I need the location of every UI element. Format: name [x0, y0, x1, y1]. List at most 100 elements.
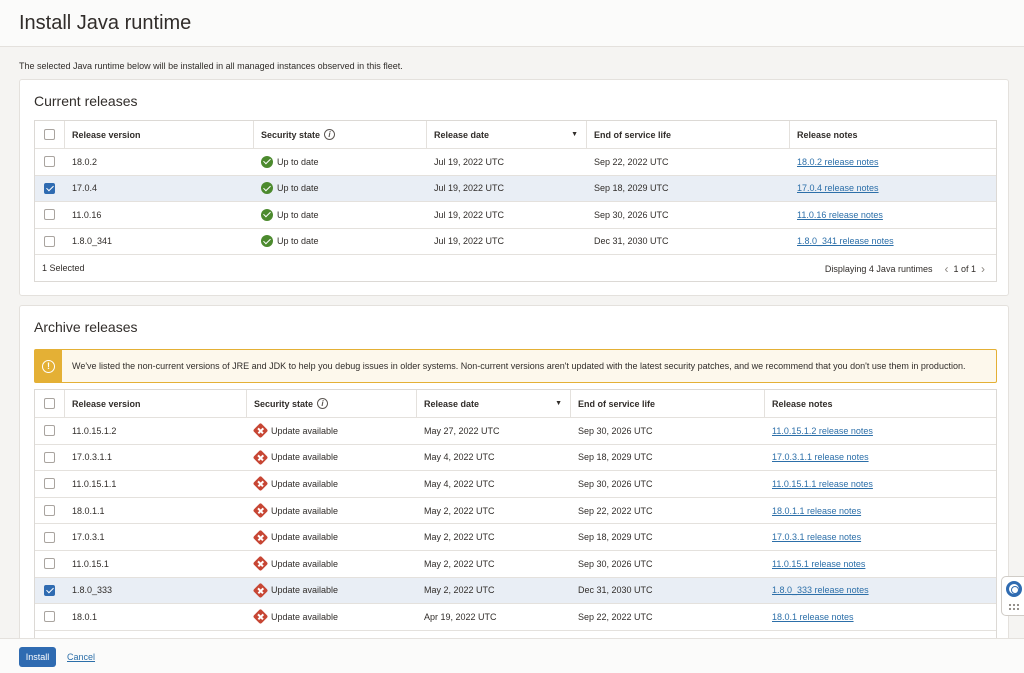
- row-checkbox[interactable]: [44, 451, 55, 463]
- row-select-cell: [44, 551, 55, 577]
- release-notes-link[interactable]: 11.0.15.1.1 release notes: [772, 478, 873, 489]
- release-notes-link[interactable]: 17.0.3.1 release notes: [772, 532, 862, 543]
- sort-descending-icon[interactable]: ▼: [555, 400, 562, 407]
- row-checkbox[interactable]: [44, 611, 55, 623]
- previous-page-icon[interactable]: ‹: [944, 262, 949, 276]
- column-header-release-date-label: Release date: [434, 129, 490, 140]
- sort-descending-icon[interactable]: ▼: [571, 131, 578, 138]
- help-widget[interactable]: [1001, 576, 1024, 616]
- table-row[interactable]: 1.8.0_333 Update available May 2, 2022 UTC…: [35, 577, 996, 605]
- column-header-end-of-service-life[interactable]: End of service life: [578, 390, 756, 417]
- column-divider[interactable]: [789, 121, 790, 148]
- column-header-release-version[interactable]: Release version: [72, 121, 245, 148]
- help-lifebuoy-icon[interactable]: [1006, 581, 1022, 597]
- column-header-release-notes-label: Release notes: [772, 398, 833, 409]
- security-state-label: Up to date: [277, 209, 319, 220]
- column-header-security-state[interactable]: Security state i: [254, 390, 408, 417]
- release-date-cell: May 4, 2022 UTC: [424, 478, 495, 489]
- column-divider[interactable]: [64, 121, 65, 148]
- release-notes-cell: 18.0.1.1 release notes: [772, 498, 861, 524]
- release-date-cell: Jul 19, 2022 UTC: [434, 236, 505, 247]
- info-icon[interactable]: i: [317, 398, 329, 409]
- column-divider[interactable]: [426, 121, 427, 148]
- select-all-checkbox[interactable]: [44, 398, 55, 409]
- row-checkbox[interactable]: [44, 209, 55, 221]
- security-state-label: Up to date: [277, 236, 319, 247]
- security-state-cell: Update available: [252, 498, 338, 524]
- install-button[interactable]: Install: [19, 647, 56, 667]
- release-notes-link[interactable]: 1.8.0_341 release notes: [797, 236, 894, 247]
- row-select-cell: [44, 498, 55, 524]
- info-icon[interactable]: i: [324, 129, 336, 140]
- release-notes-link[interactable]: 18.0.1.1 release notes: [772, 505, 862, 516]
- column-header-end-of-service-life[interactable]: End of service life: [594, 121, 781, 148]
- displaying-count: Displaying 4 Java runtimes: [824, 264, 933, 274]
- release-notes-link[interactable]: 17.0.4 release notes: [797, 183, 879, 194]
- table-row[interactable]: 11.0.15.1 Update available May 2, 2022 UTC…: [35, 551, 996, 578]
- release-version-cell: 11.0.16: [72, 209, 102, 220]
- table-row[interactable]: 17.0.3.1 Update available May 2, 2022 UTC S…: [35, 524, 996, 551]
- release-notes-link[interactable]: 17.0.3.1.1 release notes: [772, 452, 869, 463]
- column-divider[interactable]: [586, 121, 587, 148]
- table-row[interactable]: 11.0.15.1.1 Update available May 4, 2022 U…: [35, 471, 996, 498]
- row-checkbox[interactable]: [44, 235, 55, 247]
- table-row[interactable]: 18.0.1.1 Update available May 2, 2022 UTC S…: [35, 498, 996, 525]
- check-circle-icon: [261, 208, 273, 221]
- table-row[interactable]: 1.8.0_341 Up to date Jul 19, 2022 UTC Dec 3…: [35, 229, 996, 255]
- column-divider[interactable]: [253, 121, 254, 148]
- column-header-security-state[interactable]: Security state i: [261, 121, 418, 148]
- archive-releases-table: Release version Security state i Release da…: [34, 389, 997, 657]
- column-header-release-date[interactable]: Release date ▼: [434, 121, 578, 148]
- release-notes-link[interactable]: 11.0.15.1.2 release notes: [772, 425, 873, 436]
- drag-handle-icon[interactable]: [1008, 603, 1020, 611]
- release-date-cell: May 4, 2022 UTC: [424, 452, 495, 463]
- table-row[interactable]: 17.0.4 Up to date Jul 19, 2022 UTC Sep 18, …: [35, 175, 996, 202]
- row-checkbox[interactable]: [44, 478, 55, 490]
- column-header-release-notes-label: Release notes: [797, 129, 858, 140]
- column-divider[interactable]: [64, 390, 65, 417]
- column-header-release-date[interactable]: Release date ▼: [424, 390, 562, 417]
- release-notes-cell: 11.0.16 release notes: [797, 202, 883, 228]
- release-notes-link[interactable]: 18.0.1 release notes: [772, 611, 854, 622]
- release-notes-link[interactable]: 18.0.2 release notes: [797, 156, 879, 167]
- row-checkbox[interactable]: [44, 505, 55, 517]
- table-row[interactable]: 18.0.1 Update available Apr 19, 2022 UTC Se…: [35, 604, 996, 631]
- select-all-checkbox[interactable]: [44, 129, 55, 140]
- next-page-icon[interactable]: ›: [981, 262, 985, 276]
- table-row[interactable]: 18.0.2 Up to date Jul 19, 2022 UTC Sep 22, …: [35, 149, 996, 176]
- release-notes-cell: 11.0.15.1.2 release notes: [772, 418, 873, 444]
- column-header-security-state-label: Security state: [261, 129, 321, 140]
- security-state-cell: Update available: [252, 578, 338, 604]
- release-date-cell: May 2, 2022 UTC: [424, 558, 495, 569]
- cancel-link[interactable]: Cancel: [67, 652, 96, 662]
- table-row[interactable]: 11.0.15.1.2 Update available May 27, 2022 …: [35, 418, 996, 445]
- release-notes-link[interactable]: 11.0.16 release notes: [797, 209, 883, 220]
- release-notes-link[interactable]: 11.0.15.1 release notes: [772, 558, 866, 569]
- row-checkbox[interactable]: [44, 182, 55, 194]
- column-divider[interactable]: [570, 390, 571, 417]
- row-checkbox[interactable]: [44, 584, 55, 596]
- security-state-cell: Up to date: [261, 202, 319, 228]
- check-circle-icon: [261, 235, 273, 248]
- archive-releases-title: Archive releases: [34, 319, 138, 335]
- column-header-release-notes[interactable]: Release notes: [797, 121, 980, 148]
- end-of-service-life-cell: Sep 30, 2026 UTC: [594, 209, 669, 220]
- column-divider[interactable]: [416, 390, 417, 417]
- current-releases-table: Release version Security state i Release da…: [34, 120, 997, 282]
- column-divider[interactable]: [246, 390, 247, 417]
- release-notes-link[interactable]: 1.8.0_333 release notes: [772, 585, 869, 596]
- column-divider[interactable]: [764, 390, 765, 417]
- column-header-release-notes[interactable]: Release notes: [772, 390, 980, 417]
- archive-releases-panel: Archive releases ! We've listed the non-…: [19, 305, 1009, 657]
- row-checkbox[interactable]: [44, 425, 55, 437]
- row-checkbox[interactable]: [44, 531, 55, 543]
- security-state-label: Update available: [271, 425, 339, 436]
- security-state-cell: Update available: [252, 551, 338, 577]
- row-checkbox[interactable]: [44, 156, 55, 168]
- table-row[interactable]: 11.0.16 Up to date Jul 19, 2022 UTC Sep 30,…: [35, 202, 996, 229]
- table-row[interactable]: 17.0.3.1.1 Update available May 4, 2022 UT…: [35, 445, 996, 472]
- column-header-release-version[interactable]: Release version: [72, 390, 238, 417]
- end-of-service-life-cell: Sep 30, 2026 UTC: [578, 558, 653, 569]
- release-date-cell: May 2, 2022 UTC: [424, 505, 495, 516]
- row-checkbox[interactable]: [44, 558, 55, 570]
